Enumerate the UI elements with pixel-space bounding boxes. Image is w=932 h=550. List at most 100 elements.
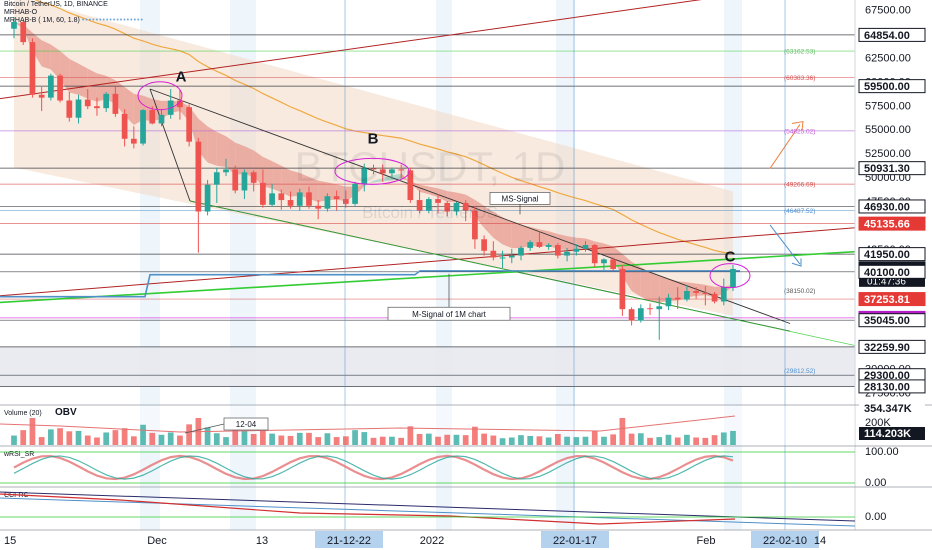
price-label: 50931.30 bbox=[858, 161, 926, 176]
candle bbox=[66, 91, 73, 122]
volume-bar bbox=[573, 437, 580, 445]
channel-left bbox=[149, 88, 191, 202]
cloud-segment bbox=[262, 156, 273, 189]
indicator-line-3-label: MRHAB-B ( 1M, 60, 1.8) bbox=[4, 17, 80, 24]
price-tick-label: 52500.00 bbox=[865, 148, 911, 160]
candle bbox=[545, 243, 552, 250]
volume-bar bbox=[665, 434, 672, 445]
cloud-segment bbox=[299, 173, 309, 199]
candle bbox=[370, 164, 377, 175]
indicator-line-3[interactable]: MRHAB-B ( 1M, 60, 1.8) •••••••••••••••••… bbox=[4, 17, 144, 25]
candle bbox=[103, 91, 110, 112]
volume-bar bbox=[75, 430, 82, 445]
candle bbox=[647, 303, 653, 315]
time-label: 13 bbox=[256, 535, 268, 547]
volume-bar bbox=[167, 432, 174, 445]
projection-down-arrow bbox=[769, 224, 802, 267]
volume-bar bbox=[84, 435, 91, 445]
candle bbox=[204, 179, 211, 216]
cloud-segment bbox=[281, 165, 291, 197]
candle bbox=[177, 89, 183, 120]
candle-body bbox=[665, 297, 672, 307]
candle bbox=[711, 291, 718, 304]
price-label-box bbox=[858, 292, 926, 307]
volume-bar bbox=[518, 435, 524, 445]
candle-body bbox=[684, 290, 690, 300]
candle bbox=[435, 194, 441, 214]
candle-body bbox=[453, 202, 460, 212]
indicator-line-2[interactable]: MRHAB-O bbox=[4, 9, 38, 16]
candle-body bbox=[278, 193, 285, 201]
time-label: 14 bbox=[814, 535, 826, 547]
volume-bar bbox=[223, 437, 229, 445]
candle-body bbox=[693, 290, 699, 293]
candle bbox=[20, 21, 27, 45]
level-tag: (49266.69) bbox=[784, 182, 815, 189]
candle bbox=[573, 244, 580, 256]
volume-value-1: 354.347K bbox=[864, 403, 912, 415]
candle bbox=[601, 258, 607, 270]
long-trendline-red bbox=[0, 0, 702, 100]
price-label-text: 32259.90 bbox=[864, 342, 910, 354]
cloud-segment bbox=[207, 126, 217, 166]
symbol-title[interactable]: Bitcoin / TetherUS, 1D, BINANCE bbox=[4, 1, 108, 8]
price-label-text: 40100.00 bbox=[864, 267, 910, 279]
candle bbox=[684, 285, 690, 302]
price-label-box bbox=[858, 161, 926, 176]
volume-bar bbox=[628, 433, 635, 445]
volume-bar bbox=[490, 435, 497, 445]
candle bbox=[140, 109, 146, 146]
volume-bar bbox=[260, 429, 266, 445]
candle bbox=[342, 190, 349, 208]
price-label-text: 45135.66 bbox=[864, 219, 910, 231]
wrsi-tick-bottom: 0.00 bbox=[865, 477, 886, 489]
indicator-collapse-dots[interactable]: •••••••••••••••••• bbox=[81, 17, 144, 24]
price-label-text: 29300.00 bbox=[864, 370, 910, 382]
volume-bar bbox=[684, 434, 690, 445]
volume-bar bbox=[149, 432, 156, 445]
candle-body bbox=[536, 242, 543, 247]
volume-bar bbox=[112, 430, 119, 445]
volume-bar bbox=[269, 433, 275, 445]
cci-line bbox=[0, 493, 736, 525]
candle bbox=[582, 241, 589, 252]
candle-body bbox=[555, 245, 561, 256]
price-label-box bbox=[858, 247, 926, 262]
cloud-segment bbox=[226, 136, 236, 175]
candle-body bbox=[545, 245, 552, 247]
volume-bar bbox=[416, 434, 423, 445]
candle bbox=[260, 169, 266, 208]
candle-body bbox=[637, 308, 644, 321]
m-signal-callout-label: M-Signal of 1M chart bbox=[412, 310, 487, 319]
candle-body bbox=[75, 99, 82, 118]
chart-header: Bitcoin / TetherUS, 1D, BINANCE MRHAB-O … bbox=[4, 1, 144, 25]
price-tick-label: 57500.00 bbox=[865, 100, 911, 112]
volume-bar bbox=[130, 436, 137, 445]
price-label: 59500.00 bbox=[858, 79, 926, 94]
price-label-box bbox=[858, 27, 926, 42]
candle-body bbox=[29, 42, 36, 95]
volume-bar bbox=[425, 433, 432, 445]
candle-body bbox=[601, 259, 607, 264]
volume-bar bbox=[352, 430, 358, 445]
candle-body bbox=[204, 184, 211, 212]
candle-body bbox=[342, 199, 349, 204]
price-label-text: 37253.81 bbox=[864, 294, 910, 306]
price-label-box bbox=[858, 216, 926, 231]
cci-trend-1 bbox=[0, 491, 856, 522]
candle-body bbox=[130, 138, 137, 144]
candle-body bbox=[656, 306, 663, 310]
volume-title: Volume (20) bbox=[4, 410, 42, 417]
candle bbox=[57, 73, 63, 103]
volume-bar bbox=[674, 437, 681, 445]
level-tag: (46487.52) bbox=[784, 208, 815, 215]
candle-body bbox=[223, 169, 229, 173]
cloud-segment bbox=[659, 276, 669, 303]
price-label-box bbox=[858, 313, 926, 328]
candle bbox=[48, 73, 54, 101]
pivot-b-circle bbox=[334, 157, 410, 185]
candle bbox=[287, 191, 294, 209]
cloud-segment bbox=[69, 58, 79, 95]
candle bbox=[564, 247, 570, 262]
level-tag: (63162.53) bbox=[784, 49, 815, 56]
